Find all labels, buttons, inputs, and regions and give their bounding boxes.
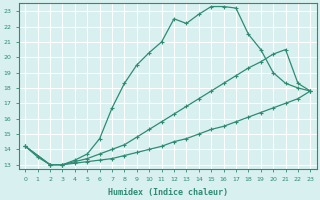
X-axis label: Humidex (Indice chaleur): Humidex (Indice chaleur) [108, 188, 228, 197]
